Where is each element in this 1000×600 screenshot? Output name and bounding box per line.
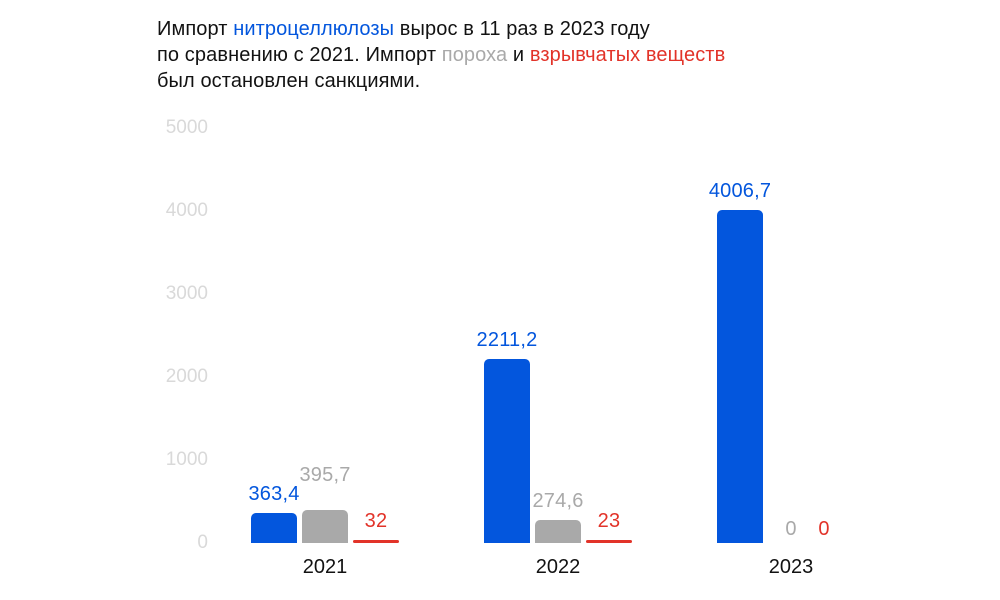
bar-value-label: 0 — [785, 518, 797, 540]
bar-пороха-2021 — [302, 510, 348, 543]
bar-пороха-2022 — [535, 520, 581, 543]
title-segment-text: и — [507, 44, 530, 66]
bar-value-label: 32 — [364, 510, 388, 532]
bar-взрывчатых веществ-2021 — [353, 540, 399, 543]
bar-value-label: 363,4 — [248, 483, 300, 505]
bar-нитроцеллюлозы-2023 — [717, 210, 763, 543]
chart-title: Импорт нитроцеллюлозы вырос в 11 раз в 2… — [157, 16, 725, 94]
bar-нитроцеллюлозы-2021 — [251, 513, 297, 543]
bar-взрывчатых веществ-2022 — [586, 540, 632, 543]
x-axis-label: 2022 — [535, 556, 581, 578]
bar-value-label: 0 — [818, 518, 830, 540]
bar-value-label: 2211,2 — [476, 329, 538, 351]
bar-value-label: 274,6 — [532, 490, 584, 512]
x-axis-label: 2023 — [768, 556, 814, 578]
bar-value-label: 395,7 — [299, 464, 351, 486]
bar-value-label: 4006,7 — [708, 180, 772, 202]
title-segment-red: взрывчатых веществ — [529, 44, 726, 66]
bar-value-label: 23 — [597, 510, 621, 532]
title-segment-text: вырос в 11 раз в 2023 году по сравнению … — [157, 18, 650, 66]
bar-нитроцеллюлозы-2022 — [484, 359, 530, 543]
y-axis-tick-label: 3000 — [165, 283, 208, 304]
title-segment-text: был остановлен санкциями. — [157, 70, 421, 92]
y-axis-tick-label: 2000 — [165, 366, 208, 387]
x-axis-label: 2021 — [302, 556, 348, 578]
title-segment-gray: пороха — [441, 44, 508, 66]
y-axis-tick-label: 4000 — [165, 200, 208, 221]
title-segment-text: Импорт — [157, 18, 234, 40]
y-axis-tick-label: 0 — [197, 532, 208, 553]
y-axis-tick-label: 1000 — [165, 449, 208, 470]
y-axis-tick-label: 5000 — [165, 117, 208, 138]
title-segment-blue: нитроцеллюлозы — [233, 18, 395, 40]
